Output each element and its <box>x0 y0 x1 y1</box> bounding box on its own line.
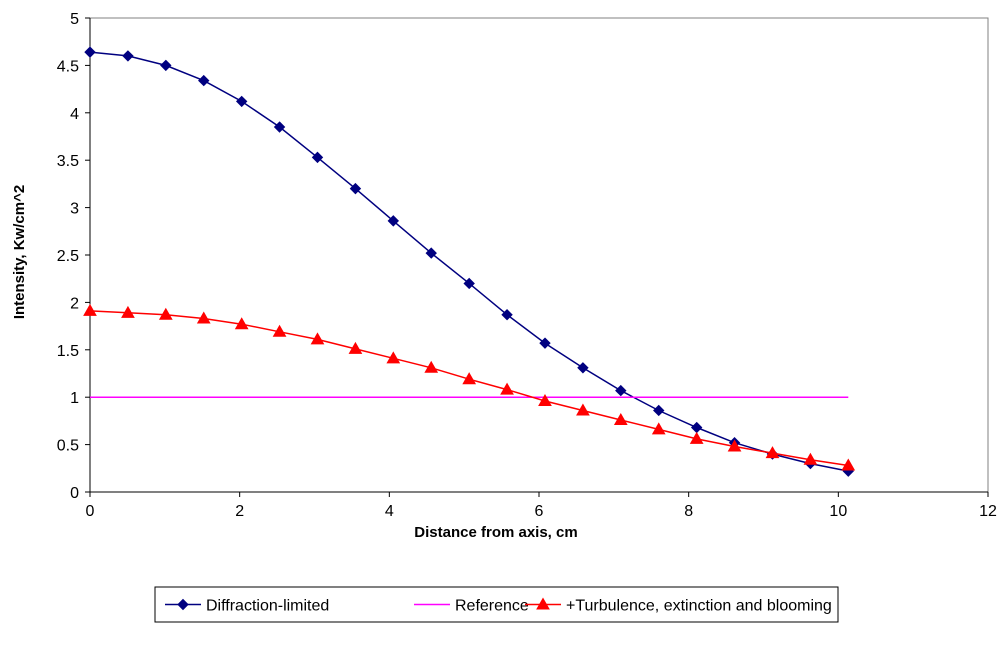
data-point <box>463 277 475 290</box>
x-tick-label: 10 <box>829 503 847 520</box>
data-point <box>689 431 704 444</box>
y-tick-label: 1.5 <box>57 343 79 360</box>
data-point <box>539 337 551 349</box>
y-tick-label: 1 <box>70 390 79 407</box>
data-point <box>84 46 96 58</box>
legend-label: Diffraction-limited <box>206 598 329 615</box>
legend-label: +Turbulence, extinction and blooming <box>566 598 832 615</box>
data-point <box>576 403 590 416</box>
y-tick-label: 4 <box>70 106 79 123</box>
legend-label: Reference <box>455 598 529 615</box>
data-point <box>158 307 173 320</box>
data-point <box>727 439 742 452</box>
data-point <box>653 404 665 417</box>
x-tick-label: 4 <box>385 503 394 520</box>
data-point <box>500 382 514 395</box>
data-point <box>613 412 628 425</box>
x-tick-label: 8 <box>684 503 693 520</box>
series-turbulence-extinction-and-blooming <box>83 303 856 471</box>
data-point <box>272 324 287 337</box>
legend-item-diffraction-limited: Diffraction-limited <box>165 598 329 615</box>
series-layer <box>83 46 856 477</box>
data-point <box>387 215 400 227</box>
data-point <box>803 452 818 465</box>
data-point <box>615 384 627 397</box>
y-tick-label: 0 <box>70 485 79 502</box>
data-point <box>83 303 97 316</box>
x-axis: 0 2 4 6 8 10 12 <box>86 491 997 520</box>
y-axis: 0 0.5 1 1.5 2 2.5 3 3.5 4 4.5 5 <box>57 11 91 502</box>
data-point <box>841 458 856 471</box>
data-point <box>311 151 324 164</box>
data-point <box>196 311 211 324</box>
data-point <box>386 351 401 364</box>
data-point <box>273 121 286 133</box>
data-point <box>425 247 437 259</box>
data-point <box>122 50 134 62</box>
legend-marker <box>536 597 550 610</box>
series-line <box>89 51 849 472</box>
y-axis-title: Intensity, Kw/cm^2 <box>11 185 28 319</box>
data-point <box>577 362 589 374</box>
data-point <box>424 360 439 373</box>
data-point <box>198 74 210 87</box>
legend-item-turbulence-extinction-and-blooming: +Turbulence, extinction and blooming <box>525 597 832 615</box>
data-point <box>349 182 362 195</box>
data-point <box>310 332 325 345</box>
data-point <box>651 422 666 435</box>
legend-item-reference: Reference <box>414 598 529 615</box>
y-tick-label: 5 <box>70 11 79 28</box>
legend-marker <box>177 598 189 611</box>
y-tick-label: 0.5 <box>57 438 79 455</box>
x-tick-label: 12 <box>979 503 997 520</box>
data-point <box>501 309 513 321</box>
data-point <box>234 317 249 330</box>
series-diffraction-limited <box>84 46 854 477</box>
x-tick-label: 0 <box>86 503 95 520</box>
x-tick-label: 2 <box>235 503 244 520</box>
data-point <box>765 446 780 459</box>
data-point <box>348 341 363 354</box>
plot-border <box>89 17 989 493</box>
data-point <box>160 59 172 72</box>
x-axis-title: Distance from axis, cm <box>414 524 577 541</box>
y-tick-label: 4.5 <box>57 58 79 75</box>
legend: Diffraction-limited Reference +Turbulence,… <box>154 586 839 623</box>
data-point <box>235 95 248 108</box>
y-tick-label: 3 <box>70 201 79 218</box>
data-point <box>121 305 135 318</box>
data-point <box>690 421 703 434</box>
y-tick-label: 3.5 <box>57 153 79 170</box>
legend-box <box>154 586 839 623</box>
x-tick-label: 6 <box>535 503 544 520</box>
plot-area <box>89 17 989 493</box>
data-point <box>462 372 477 385</box>
data-point <box>538 393 552 406</box>
y-tick-label: 2.5 <box>57 248 79 265</box>
y-tick-label: 2 <box>70 295 79 312</box>
